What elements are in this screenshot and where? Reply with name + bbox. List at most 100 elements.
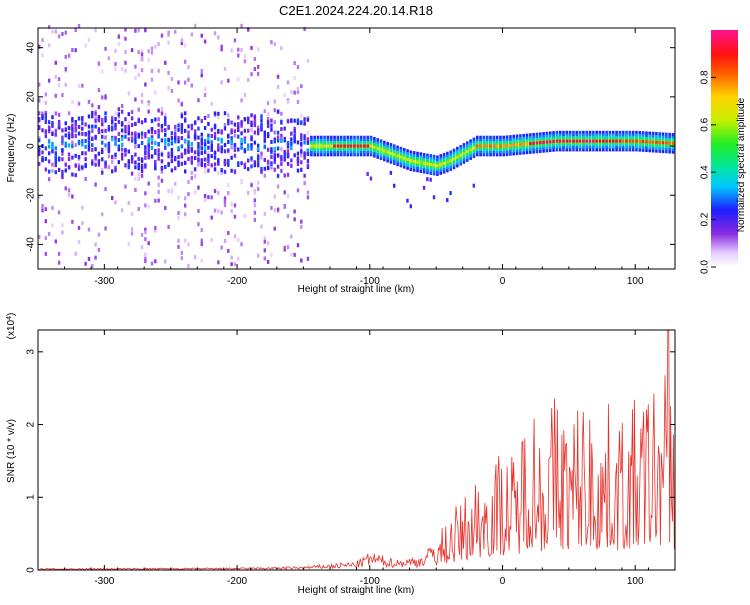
heatmap-cell xyxy=(260,151,263,156)
heatmap-cell xyxy=(276,153,280,158)
heatmap-cell xyxy=(101,69,104,74)
heatmap-cell xyxy=(217,161,220,166)
heatmap-cell xyxy=(134,165,137,170)
heatmap-cell xyxy=(671,141,675,145)
heatmap-cell xyxy=(97,159,101,164)
heatmap-cell xyxy=(379,148,383,152)
heatmap-cell xyxy=(120,109,124,114)
heatmap-cell xyxy=(237,238,240,243)
heatmap-cell xyxy=(217,147,220,152)
heatmap-cell xyxy=(605,139,608,143)
heatmap-cell xyxy=(220,80,223,85)
heatmap-cell xyxy=(273,139,276,144)
heatmap-cell xyxy=(144,164,147,169)
heatmap-cell xyxy=(144,237,147,242)
heatmap-cell xyxy=(137,166,140,171)
heatmap-cell xyxy=(256,64,260,69)
heatmap-cell xyxy=(237,147,240,152)
heatmap-cell xyxy=(57,77,61,82)
heatmap-cell xyxy=(190,32,194,37)
heatmap-cell xyxy=(54,146,57,151)
heatmap-cell xyxy=(71,134,74,139)
heatmap-cell xyxy=(290,158,293,163)
heatmap-cell xyxy=(174,131,177,136)
heatmap-cell xyxy=(97,130,101,135)
heatmap-cell xyxy=(353,144,356,148)
heatmap-cell xyxy=(81,121,84,126)
heatmap-cell xyxy=(164,128,167,133)
heatmap-cell xyxy=(300,224,303,229)
heatmap-cell xyxy=(286,144,290,149)
heatmap-cell xyxy=(283,190,286,195)
heatmap-cell xyxy=(250,120,253,125)
heatmap-cell xyxy=(227,140,230,145)
heatmap-cell xyxy=(177,136,180,141)
heatmap-cell xyxy=(77,124,81,129)
heatmap-cell xyxy=(253,217,257,222)
heatmap-cell xyxy=(71,100,74,105)
heatmap-cell xyxy=(84,43,87,48)
heatmap-cell xyxy=(243,163,247,168)
heatmap-cell xyxy=(144,118,147,123)
heatmap-cell xyxy=(422,161,426,165)
heatmap-cell xyxy=(326,144,330,148)
heatmap-cell xyxy=(183,138,187,143)
heatmap-cell xyxy=(220,245,223,250)
heatmap-cell xyxy=(220,130,223,135)
heatmap-cell xyxy=(77,165,81,170)
heatmap-cell xyxy=(71,116,74,121)
heatmap-cell xyxy=(134,131,137,136)
heatmap-cell xyxy=(280,46,283,51)
heatmap-cell xyxy=(197,116,200,121)
heatmap-cell xyxy=(144,230,147,235)
heatmap-cell xyxy=(177,139,180,144)
heatmap-cell xyxy=(625,139,628,143)
heatmap-cell xyxy=(137,144,140,149)
heatmap-cell xyxy=(572,139,575,143)
heatmap-cell xyxy=(220,137,223,142)
heatmap-cell xyxy=(621,139,625,143)
heatmap-cell xyxy=(87,114,91,119)
heatmap-cell xyxy=(38,111,41,116)
heatmap-cell xyxy=(164,138,167,143)
heatmap-cell xyxy=(203,115,207,120)
heatmap-cell xyxy=(154,163,157,168)
heatmap-cell xyxy=(207,168,210,173)
heatmap-cell xyxy=(87,136,91,141)
heatmap-cell xyxy=(293,126,296,131)
heatmap-cell xyxy=(107,124,111,129)
heatmap-cell xyxy=(220,47,223,52)
heatmap-cell xyxy=(180,126,184,131)
heatmap-cell xyxy=(38,118,41,123)
heatmap-cell xyxy=(210,215,213,220)
heatmap-cell xyxy=(71,155,74,160)
heatmap-cell xyxy=(177,127,180,132)
heatmap-cell xyxy=(615,139,618,143)
heatmap-cell xyxy=(127,200,130,205)
heatmap-cell xyxy=(562,139,565,143)
heatmap-cell xyxy=(240,122,243,127)
heatmap-cell xyxy=(293,153,296,158)
heatmap-cell xyxy=(54,170,57,175)
heatmap-cell xyxy=(256,128,260,133)
heatmap-cell xyxy=(61,230,64,235)
heatmap-cell xyxy=(247,77,250,82)
heatmap-cell xyxy=(286,99,290,104)
heatmap-cell xyxy=(190,155,194,160)
heatmap-cell xyxy=(190,175,194,180)
heatmap-cell xyxy=(97,162,101,167)
heatmap-cell xyxy=(140,158,144,163)
heatmap-cell xyxy=(200,242,203,247)
heatmap-cell xyxy=(101,95,104,100)
heatmap-cell xyxy=(44,156,48,161)
heatmap-cell xyxy=(197,152,200,157)
heatmap-cell xyxy=(240,145,243,150)
heatmap-cell xyxy=(157,42,160,47)
heatmap-cell xyxy=(67,157,71,162)
heatmap-cell xyxy=(120,128,124,133)
heatmap-cell xyxy=(137,132,140,137)
heatmap-x-axis-label: Height of straight line (km) xyxy=(298,284,415,295)
heatmap-cell xyxy=(51,123,54,128)
heatmap-cell xyxy=(250,183,253,188)
